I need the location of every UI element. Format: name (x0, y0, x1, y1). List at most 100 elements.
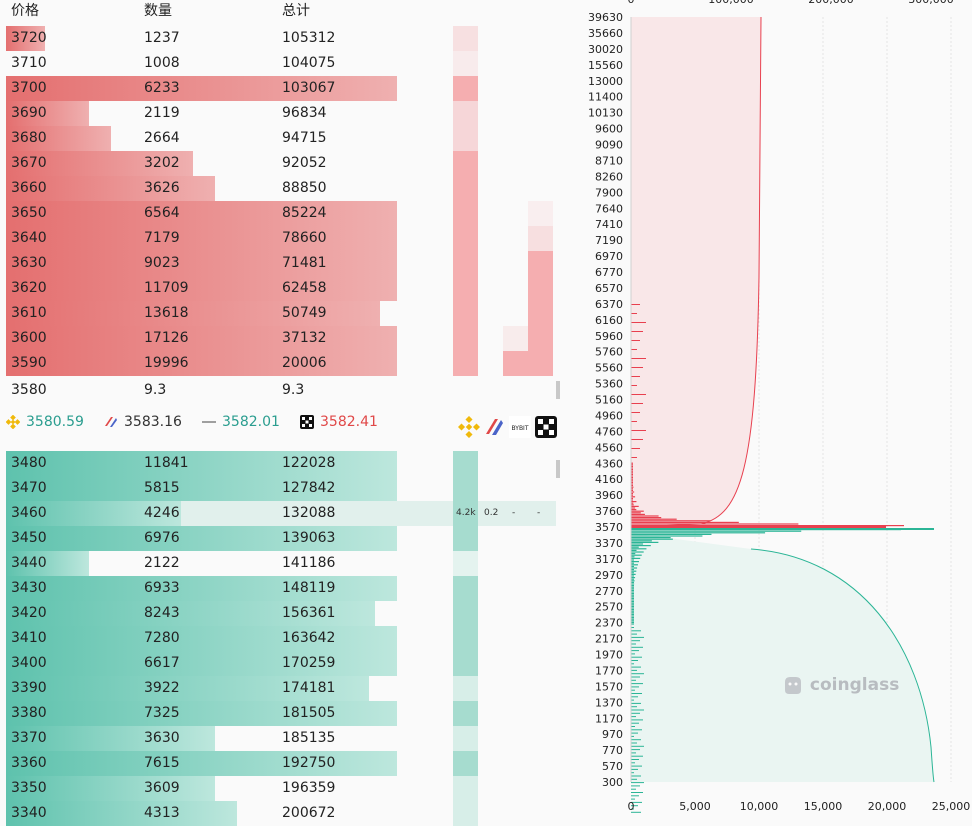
ask-bar (631, 322, 646, 323)
bybit-logo-icon[interactable]: BYBIT (509, 416, 531, 438)
exchange-coinbase[interactable]: 3583.16 (104, 414, 182, 438)
bid-row[interactable]: 3430 6933 148119 (0, 576, 560, 601)
bid-row[interactable]: 3360 7615 192750 (0, 751, 560, 776)
y-tick-label: 2770 (595, 585, 623, 598)
bid-bar (631, 785, 640, 787)
bid-bar (631, 562, 634, 564)
okx-logo-icon[interactable] (535, 416, 557, 438)
row-qty: 6233 (144, 80, 180, 96)
bid-row[interactable]: 3480 11841 122028 (0, 451, 560, 476)
bid-row[interactable]: 3340 4313 200672 (0, 801, 560, 826)
bid-bar (631, 591, 634, 593)
row-qty: 11709 (144, 280, 189, 296)
ask-row[interactable]: 3720 1237 105312 (0, 26, 560, 51)
ask-row[interactable]: 3650 6564 85224 (0, 201, 560, 226)
exchange-depth-cell (453, 51, 478, 76)
row-qty: 3630 (144, 730, 180, 746)
bid-row[interactable]: 3440 2122 141186 (0, 551, 560, 576)
row-total: 122028 (282, 455, 336, 471)
bid-bar (631, 617, 634, 619)
bid-bar (631, 755, 643, 757)
x-top-tick-label: 0 (628, 0, 635, 6)
row-qty: 4313 (144, 805, 180, 821)
y-tick-label: 970 (602, 728, 623, 741)
depth-chart: 39630 35660 30020 15560 13000 11400 10130 9600 9… (588, 0, 970, 813)
bid-row[interactable]: 3380 7325 181505 (0, 701, 560, 726)
ask-bar (631, 462, 633, 464)
bid-bar (631, 594, 634, 596)
row-total: 185135 (282, 730, 336, 746)
bid-bar (631, 689, 635, 691)
ask-row[interactable]: 3630 9023 71481 (0, 251, 560, 276)
exchange-depth-cell (453, 151, 478, 176)
binance-logo-icon[interactable] (458, 416, 480, 438)
bid-bar (631, 653, 635, 655)
coinbase-logo-icon[interactable] (484, 416, 506, 438)
bid-bar (631, 650, 639, 652)
ask-row[interactable]: 3670 3202 92052 (0, 151, 560, 176)
row-total: 174181 (282, 680, 336, 696)
bid-row[interactable]: 3410 7280 163642 (0, 626, 560, 651)
ask-spike (631, 526, 886, 528)
ask-row[interactable]: 3590 19996 20006 (0, 351, 560, 376)
ask-row[interactable]: 3600 17126 37132 (0, 326, 560, 351)
ask-bar (631, 494, 633, 496)
bid-bar (631, 706, 637, 708)
exchange-depth-cell (453, 126, 478, 151)
bid-row[interactable]: 3450 6976 139063 (0, 526, 560, 551)
y-tick-label: 770 (602, 744, 623, 757)
exchange-depth-cell (453, 176, 478, 201)
bid-bar (631, 601, 634, 603)
row-price: 3590 (11, 355, 47, 371)
bid-bar (631, 640, 640, 642)
bid-row[interactable]: 3370 3630 185135 (0, 726, 560, 751)
depth-bar (6, 551, 89, 576)
ask-bar (631, 497, 633, 499)
bid-bar (631, 633, 637, 635)
bid-bar (631, 693, 642, 694)
row-price: 3430 (11, 580, 47, 596)
bid-bar (631, 646, 643, 648)
exchange-depth-cell (528, 276, 553, 301)
exchange-depth-cell (453, 701, 478, 726)
bid-bar (631, 702, 641, 704)
scroll-handle[interactable] (556, 381, 560, 399)
row-price: 3670 (11, 155, 47, 171)
row-qty: 7615 (144, 755, 180, 771)
depth-bar (6, 226, 397, 251)
ask-row[interactable]: 3690 2119 96834 (0, 101, 560, 126)
bid-bar (631, 604, 634, 606)
exchange-okx[interactable]: 3582.41 (300, 414, 378, 438)
ask-row[interactable]: 3700 6233 103067 (0, 76, 560, 101)
bid-bar (631, 564, 638, 566)
ask-row[interactable]: 3610 13618 50749 (0, 301, 560, 326)
row-qty: 13618 (144, 305, 189, 321)
bid-row[interactable]: 3390 3922 174181 (0, 676, 560, 701)
bid-row[interactable]: 3420 8243 156361 (0, 601, 560, 626)
exchange-binance[interactable]: 3580.59 (6, 414, 84, 438)
ask-row[interactable]: 3640 7179 78660 (0, 226, 560, 251)
y-tick-label: 5560 (595, 362, 623, 375)
row-qty: 3609 (144, 780, 180, 796)
row-price: 3450 (11, 530, 47, 546)
bid-bar (631, 537, 671, 539)
exchange-bybit[interactable]: 3582.01 (202, 414, 280, 438)
ask-row[interactable]: 3680 2664 94715 (0, 126, 560, 151)
bid-bar (631, 580, 635, 582)
bid-row[interactable]: 3470 5815 127842 (0, 476, 560, 501)
y-tick-label: 570 (602, 760, 623, 773)
hover-value: - (512, 508, 516, 518)
exchange-depth-cell (453, 26, 478, 51)
bid-row[interactable]: 3400 6617 170259 (0, 651, 560, 676)
bid-row[interactable]: 3460 4246 132088 4.2k 0.2 - - (0, 501, 560, 526)
ask-row[interactable]: 3710 1008 104075 (0, 51, 560, 76)
depth-bar (6, 351, 397, 376)
y-tick-label: 9600 (595, 123, 623, 136)
mid-price-row[interactable]: 3580 9.3 9.3 (0, 378, 560, 403)
row-price: 3640 (11, 230, 47, 246)
ask-row[interactable]: 3660 3626 88850 (0, 176, 560, 201)
ask-row[interactable]: 3620 11709 62458 (0, 276, 560, 301)
scroll-handle-bids[interactable] (556, 460, 560, 478)
bid-bar (631, 597, 634, 599)
bid-row[interactable]: 3350 3609 196359 (0, 776, 560, 801)
